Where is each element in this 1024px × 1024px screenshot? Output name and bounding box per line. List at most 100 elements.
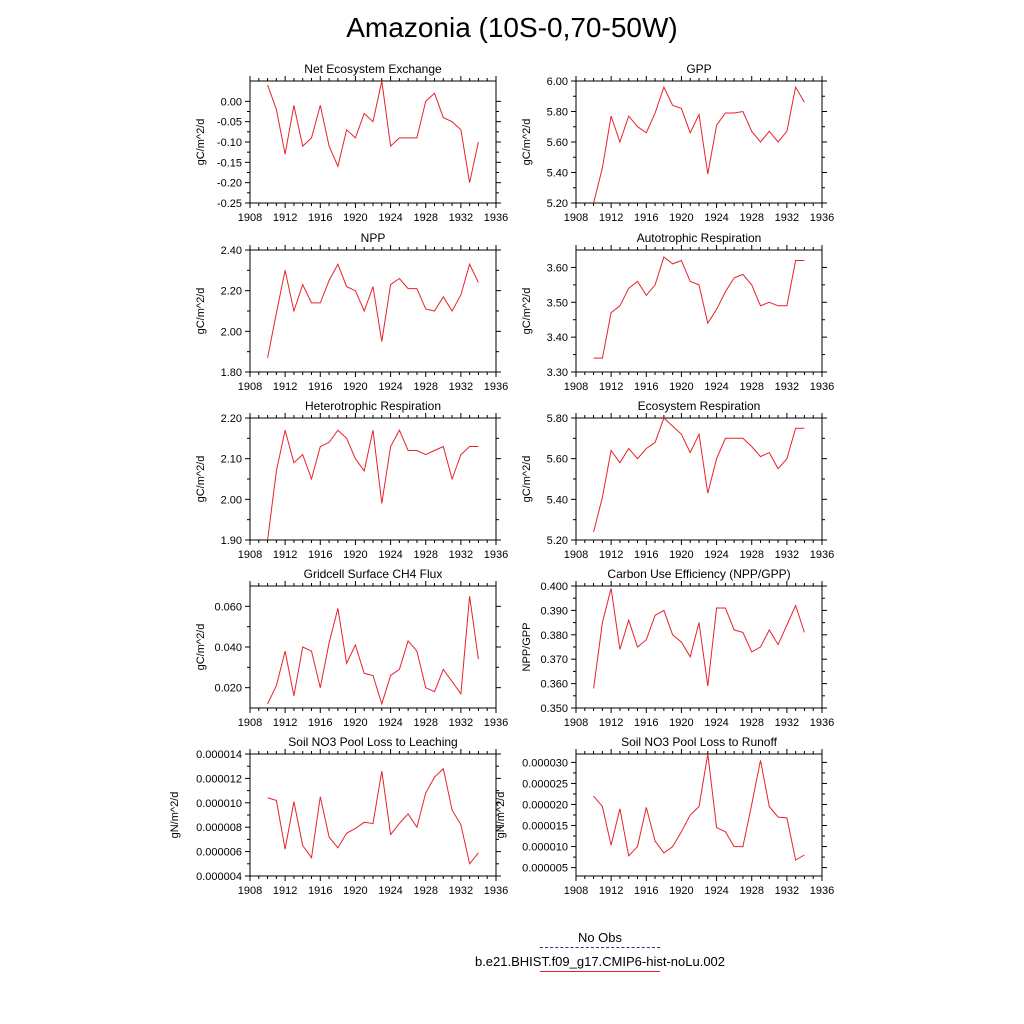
chart-9-ytick-label-1: 0.000006	[196, 847, 242, 859]
chart-2-ylabel: gC/m^2/d	[521, 119, 533, 166]
chart-5-ytick-label-0: 1.90	[221, 535, 242, 547]
chart-9-xtick-label-4: 1924	[378, 885, 402, 897]
chart-5-ytick-label-1: 2.00	[221, 494, 242, 506]
chart-3-xtick-label-7: 1936	[484, 381, 508, 393]
chart-8-ytick-label-4: 0.390	[540, 605, 568, 617]
chart-6-series-line-0	[593, 417, 805, 533]
chart-1-ytick-label-4: -0.05	[217, 117, 242, 129]
chart-2-xtick-label-3: 1920	[669, 212, 693, 224]
chart-6-xtick-label-3: 1920	[669, 549, 693, 561]
chart-6-ytick-label-2: 5.60	[547, 454, 568, 466]
chart-3-xtick-label-5: 1928	[413, 381, 437, 393]
chart-7-ytick-label-2: 0.060	[214, 601, 242, 613]
chart-8-ytick-label-5: 0.400	[540, 581, 568, 593]
chart-9-ytick-label-4: 0.000012	[196, 773, 242, 785]
chart-1-ytick-label-2: -0.15	[217, 157, 242, 169]
chart-9-frame	[249, 753, 497, 877]
chart-7-xtick-label-7: 1936	[484, 717, 508, 729]
chart-3-ytick-label-2: 2.20	[221, 286, 242, 298]
chart-5-xtick-label-0: 1908	[238, 549, 262, 561]
chart-7-ytick-label-1: 0.040	[214, 642, 242, 654]
chart-2-xtick-label-2: 1916	[634, 212, 658, 224]
chart-7-title: Gridcell Surface CH4 Flux	[304, 567, 443, 581]
chart-3-ylabel: gC/m^2/d	[195, 288, 207, 335]
legend-obs-label: No Obs	[577, 930, 623, 945]
chart-7-frame	[249, 585, 497, 709]
chart-3-xtick-label-3: 1920	[343, 381, 367, 393]
chart-9-ylabel: gN/m^2/d	[169, 792, 181, 839]
chart-4-xtick-label-6: 1932	[775, 381, 799, 393]
chart-6-ytick-label-3: 5.80	[547, 413, 568, 425]
chart-9-ytick-label-2: 0.000008	[196, 822, 242, 834]
chart-10-xtick-label-3: 1920	[669, 885, 693, 897]
chart-4-xtick-label-5: 1928	[739, 381, 763, 393]
chart-1-ytick-label-5: 0.00	[221, 96, 242, 108]
chart-2-xtick-label-5: 1928	[739, 212, 763, 224]
chart-7-ylabel: gC/m^2/d	[195, 624, 207, 671]
chart-3-xtick-label-6: 1932	[449, 381, 473, 393]
chart-7-ytick-label-0: 0.020	[214, 683, 242, 695]
chart-8-ytick-label-0: 0.350	[540, 703, 568, 715]
chart-4-xtick-label-3: 1920	[669, 381, 693, 393]
chart-1-xtick-label-5: 1928	[413, 212, 437, 224]
chart-1-xtick-label-4: 1924	[378, 212, 402, 224]
chart-8-series-line-0	[593, 588, 805, 689]
chart-5-ytick-label-2: 2.10	[221, 454, 242, 466]
chart-7-xtick-label-2: 1916	[308, 717, 332, 729]
legend-obs-line	[540, 947, 660, 948]
chart-1-xtick-label-0: 1908	[238, 212, 262, 224]
chart-7-xtick-label-6: 1932	[449, 717, 473, 729]
chart-7-xtick-label-4: 1924	[378, 717, 402, 729]
chart-10-series-line-0	[593, 753, 805, 861]
chart-5-xtick-label-1: 1912	[273, 549, 297, 561]
chart-9-xtick-label-7: 1936	[484, 885, 508, 897]
chart-8-xtick-label-2: 1916	[634, 717, 658, 729]
legend-run-line	[540, 971, 660, 972]
chart-8-ylabel: NPP/GPP	[521, 623, 533, 672]
chart-6-xtick-label-2: 1916	[634, 549, 658, 561]
chart-4-xtick-label-2: 1916	[634, 381, 658, 393]
chart-10-ytick-label-5: 0.000030	[522, 757, 568, 769]
chart-5-xtick-label-6: 1932	[449, 549, 473, 561]
chart-6-title: Ecosystem Respiration	[638, 399, 761, 413]
chart-1-ytick-label-3: -0.10	[217, 137, 242, 149]
chart-10-ytick-label-2: 0.000015	[522, 821, 568, 833]
chart-2-xtick-label-4: 1924	[704, 212, 728, 224]
chart-8-xtick-label-7: 1936	[810, 717, 834, 729]
chart-4-ylabel: gC/m^2/d	[521, 288, 533, 335]
chart-8-title: Carbon Use Efficiency (NPP/GPP)	[607, 567, 790, 581]
chart-4-xtick-label-1: 1912	[599, 381, 623, 393]
chart-1-xtick-label-2: 1916	[308, 212, 332, 224]
chart-5-title: Heterotrophic Respiration	[305, 399, 441, 413]
chart-8-xtick-label-5: 1928	[739, 717, 763, 729]
chart-7-xtick-label-3: 1920	[343, 717, 367, 729]
chart-2-xtick-label-1: 1912	[599, 212, 623, 224]
chart-2-xtick-label-6: 1932	[775, 212, 799, 224]
chart-7-xtick-label-0: 1908	[238, 717, 262, 729]
chart-2-ytick-label-0: 5.20	[547, 198, 568, 210]
chart-1-ylabel: gC/m^2/d	[195, 119, 207, 166]
chart-6-ytick-label-0: 5.20	[547, 535, 568, 547]
chart-1-xtick-label-6: 1932	[449, 212, 473, 224]
chart-9-xtick-label-6: 1932	[449, 885, 473, 897]
chart-1-ytick-label-0: -0.25	[217, 198, 242, 210]
chart-8-ytick-label-3: 0.380	[540, 630, 568, 642]
chart-6-xtick-label-1: 1912	[599, 549, 623, 561]
chart-2-ytick-label-3: 5.80	[547, 107, 568, 119]
chart-3-xtick-label-0: 1908	[238, 381, 262, 393]
chart-2-series-line-0	[593, 85, 805, 204]
chart-3-ytick-label-1: 2.00	[221, 326, 242, 338]
chart-2-ytick-label-2: 5.60	[547, 137, 568, 149]
legend: No Obs b.e21.BHIST.f09_g17.CMIP6-hist-no…	[400, 930, 800, 978]
chart-6-xtick-label-7: 1936	[810, 549, 834, 561]
chart-8-xtick-label-4: 1924	[704, 717, 728, 729]
chart-9-xtick-label-2: 1916	[308, 885, 332, 897]
legend-run-label: b.e21.BHIST.f09_g17.CMIP6-hist-noLu.002	[474, 954, 726, 969]
chart-6-xtick-label-5: 1928	[739, 549, 763, 561]
chart-5-xtick-label-4: 1924	[378, 549, 402, 561]
chart-1-series-line-0	[267, 80, 479, 183]
chart-9-xtick-label-3: 1920	[343, 885, 367, 897]
chart-10-ylabel: gN/m^2/d	[495, 792, 507, 839]
chart-7-xtick-label-5: 1928	[413, 717, 437, 729]
chart-8-ytick-label-1: 0.360	[540, 679, 568, 691]
